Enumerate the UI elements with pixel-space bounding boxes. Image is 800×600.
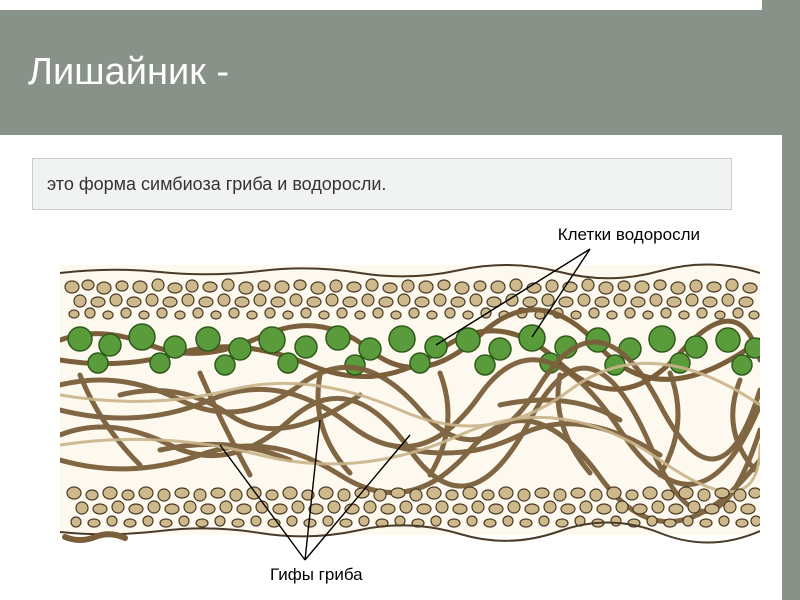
slide-subtitle-block: это форма симбиоза гриба и водоросли. xyxy=(32,158,732,210)
decor-block-top xyxy=(762,0,800,135)
lichen-cross-section-svg xyxy=(60,245,760,565)
label-algae-cells: Клетки водоросли xyxy=(558,225,700,245)
lichen-diagram: Клетки водоросли xyxy=(60,225,760,585)
slide-title: Лишайник - xyxy=(28,51,229,94)
slide-title-block: Лишайник - xyxy=(0,10,762,135)
decor-block-right xyxy=(782,135,800,600)
slide-subtitle: это форма симбиоза гриба и водоросли. xyxy=(47,174,386,195)
label-fungal-hyphae: Гифы гриба xyxy=(270,565,363,585)
